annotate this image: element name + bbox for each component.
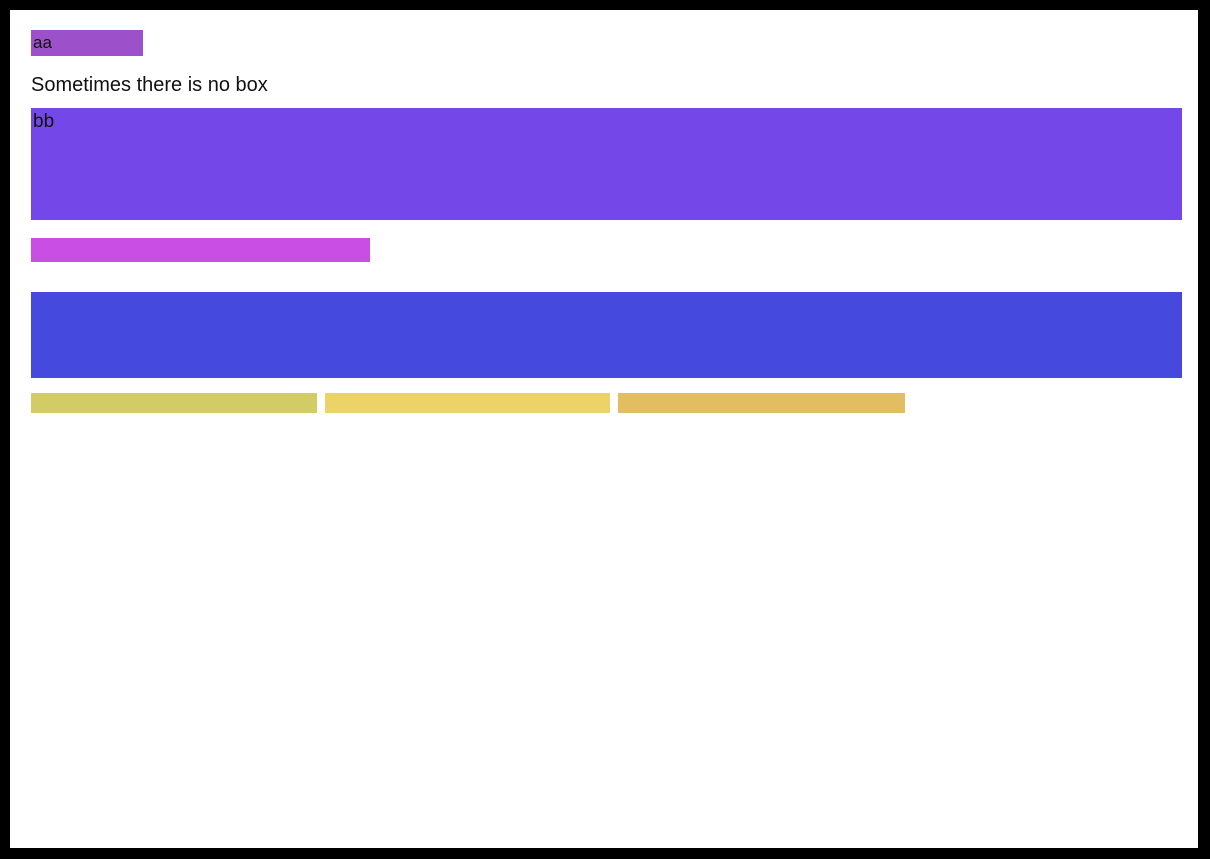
blue-bar[interactable] [31, 292, 1182, 378]
text-box-aa-label: aa [33, 33, 52, 52]
text-box-aa[interactable]: aa [31, 30, 143, 56]
text-box-bb-label: bb [33, 111, 55, 132]
document-canvas: aa Sometimes there is no box bb [10, 10, 1198, 848]
yellow-bar[interactable] [325, 393, 610, 413]
free-text-line[interactable]: Sometimes there is no box [31, 74, 268, 96]
gold-bar[interactable] [618, 393, 905, 413]
text-box-bb[interactable]: bb [31, 108, 1182, 220]
magenta-bar[interactable] [31, 238, 370, 262]
olive-bar[interactable] [31, 393, 317, 413]
